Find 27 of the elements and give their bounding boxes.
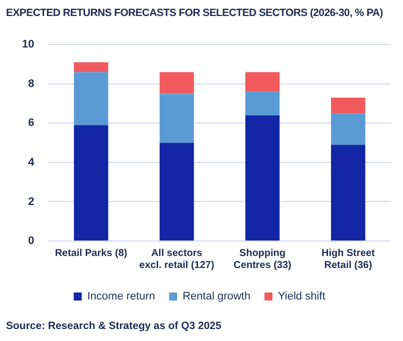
chart-title: EXPECTED RETURNS FORECASTS FOR SELECTED SECTORS (2026-30, % PA) bbox=[6, 7, 383, 19]
x-tick-label: High Street Retail (36) bbox=[321, 248, 376, 271]
legend-label: Rental growth bbox=[182, 290, 250, 303]
bar bbox=[74, 125, 108, 240]
x-tick-label: Retail Parks (8) bbox=[54, 248, 128, 259]
x-tick-label: Shopping Centres (33) bbox=[234, 248, 292, 271]
legend-label: Income return bbox=[87, 290, 156, 303]
y-tick-label: 10 bbox=[22, 38, 34, 51]
bar bbox=[74, 62, 108, 72]
x-tick-label: All sectors excl. retail (127) bbox=[139, 248, 214, 271]
bar bbox=[331, 98, 366, 114]
bar bbox=[245, 72, 280, 92]
bar bbox=[160, 72, 194, 94]
bar bbox=[74, 72, 108, 126]
y-tick-label: 8 bbox=[28, 78, 34, 90]
y-tick-label: 6 bbox=[28, 117, 34, 130]
bar bbox=[245, 92, 280, 116]
bar bbox=[331, 113, 366, 145]
legend-label: Yield shift bbox=[278, 290, 326, 303]
bar bbox=[160, 142, 194, 240]
bar bbox=[160, 94, 194, 143]
y-tick-label: 4 bbox=[28, 156, 36, 168]
bar bbox=[245, 115, 280, 240]
source-note: Source: Research & Strategy as of Q3 2025 bbox=[6, 320, 222, 332]
y-tick-label: 0 bbox=[28, 235, 34, 248]
bar bbox=[331, 144, 366, 240]
y-tick-label: 2 bbox=[28, 196, 34, 208]
